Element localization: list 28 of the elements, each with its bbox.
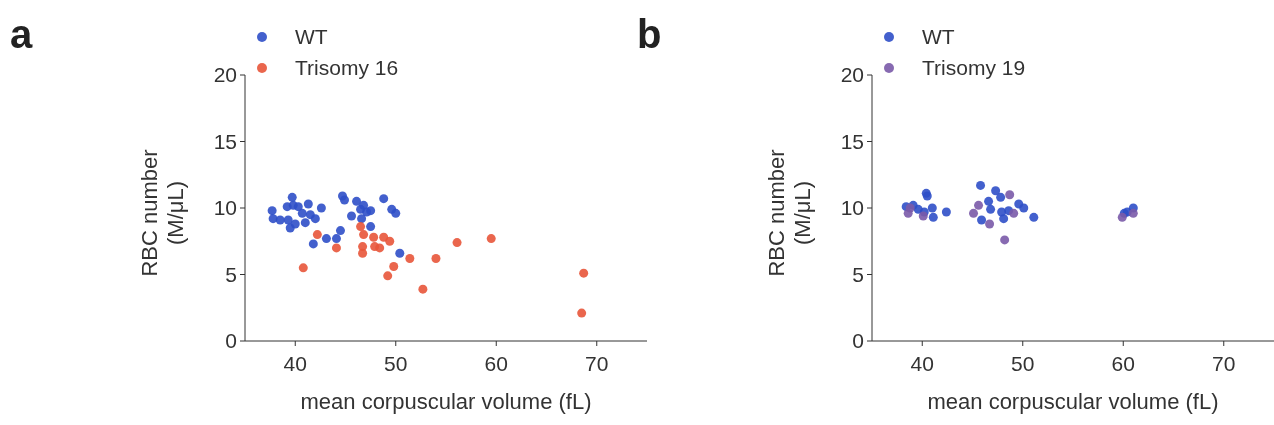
y-tick-label: 20 xyxy=(840,63,864,86)
legend-label: Trisomy 19 xyxy=(922,56,1026,79)
chart-title: a xyxy=(10,12,33,56)
x-tick-label: 70 xyxy=(585,352,609,375)
x-tick-label: 60 xyxy=(484,352,508,375)
y-tick-label: 15 xyxy=(840,129,864,153)
y-tick-label: 10 xyxy=(213,196,237,219)
x-axis-title: mean corpuscular volume (fL) xyxy=(927,389,1219,414)
x-axis-title: mean corpuscular volume (fL) xyxy=(300,389,592,414)
y-tick-label: 20 xyxy=(213,63,237,86)
legend-label: WT xyxy=(922,25,955,48)
y-tick-label: 0 xyxy=(225,329,237,352)
y-tick-label: 5 xyxy=(225,262,237,286)
x-tick-label: 70 xyxy=(1212,352,1236,375)
y-tick-label: 10 xyxy=(840,196,864,219)
x-tick-label: 50 xyxy=(384,352,408,375)
y-axis-title: RBC number (M/μL) xyxy=(137,149,188,277)
x-tick-label: 60 xyxy=(1111,352,1135,375)
x-tick-label: 40 xyxy=(283,352,307,375)
x-tick-label: 50 xyxy=(1011,352,1035,375)
y-axis-title: RBC number (M/μL) xyxy=(764,149,815,277)
legend-label: Trisomy 16 xyxy=(295,56,399,79)
legend-label: WT xyxy=(295,25,328,48)
y-tick-label: 0 xyxy=(852,329,864,352)
x-tick-label: 40 xyxy=(910,352,934,375)
y-tick-label: 15 xyxy=(213,129,237,153)
chart-title: b xyxy=(637,12,662,56)
y-tick-label: 5 xyxy=(852,262,864,286)
